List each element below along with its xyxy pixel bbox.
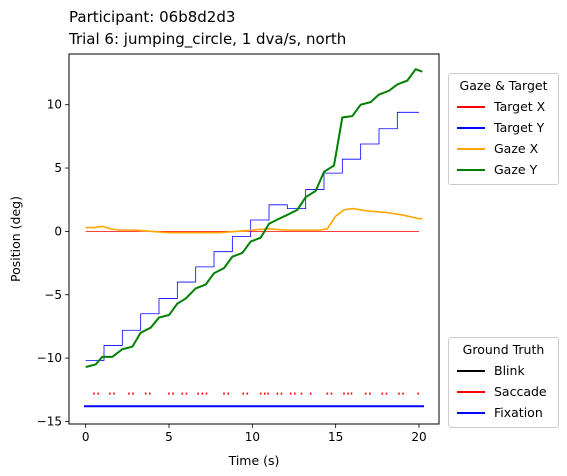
legend-label: Saccade (494, 384, 547, 399)
x-axis: 0 5 10 15 20 (82, 424, 427, 444)
legend-label: Fixation (494, 405, 543, 420)
legend-swatch (457, 147, 485, 150)
y-tick-label: −10 (37, 351, 62, 365)
y-axis: −15 −10 −5 0 5 10 (37, 98, 69, 428)
series-target-y (85, 111, 419, 362)
legend-swatch (457, 411, 485, 414)
legend-label: Target X (494, 99, 546, 114)
legend-entry-blink: Blink (457, 360, 550, 381)
legend-entry-gaze-x: Gaze X (457, 138, 550, 159)
x-tick-label: 5 (165, 430, 173, 444)
legend-swatch (457, 168, 485, 171)
legend-label: Gaze Y (494, 162, 538, 177)
plot-frame (68, 53, 440, 425)
series-gaze-x (85, 207, 423, 234)
legend-swatch (457, 126, 485, 129)
legend-label: Blink (494, 363, 525, 378)
x-tick-label: 10 (245, 430, 260, 444)
legend-gaze-target: Gaze & Target Target X Target Y Gaze X G… (448, 73, 559, 185)
x-tick-label: 15 (328, 430, 343, 444)
legend-title: Ground Truth (462, 342, 545, 357)
y-tick-label: −5 (44, 288, 62, 302)
legend-ground-truth: Ground Truth Blink Saccade Fixation (448, 337, 559, 428)
x-tick-label: 20 (411, 430, 426, 444)
x-axis-label: Time (s) (228, 453, 280, 468)
chart-title-line-1: Participant: 06b8d2d3 (69, 8, 236, 26)
y-tick-label: 10 (47, 98, 62, 112)
chart-title-line-2: Trial 6: jumping_circle, 1 dva/s, north (69, 30, 347, 48)
legend-entry-target-x: Target X (457, 96, 550, 117)
legend-label: Gaze X (494, 141, 539, 156)
y-axis-label: Position (deg) (8, 196, 23, 282)
legend-swatch (457, 369, 485, 372)
legend-entry-fixation: Fixation (457, 402, 550, 423)
legend-label: Target Y (494, 120, 545, 135)
y-tick-label: 0 (54, 224, 62, 238)
plot-content (84, 68, 424, 408)
legend-swatch (457, 390, 485, 393)
legend-swatch (457, 105, 485, 108)
series-gaze-y (85, 68, 423, 368)
y-tick-label: 5 (54, 161, 62, 175)
legend-entry-gaze-y: Gaze Y (457, 159, 550, 180)
legend-title: Gaze & Target (459, 78, 548, 93)
x-tick-label: 0 (82, 430, 90, 444)
y-tick-label: −15 (37, 414, 62, 428)
legend-entry-target-y: Target Y (457, 117, 550, 138)
legend-entry-saccade: Saccade (457, 381, 550, 402)
